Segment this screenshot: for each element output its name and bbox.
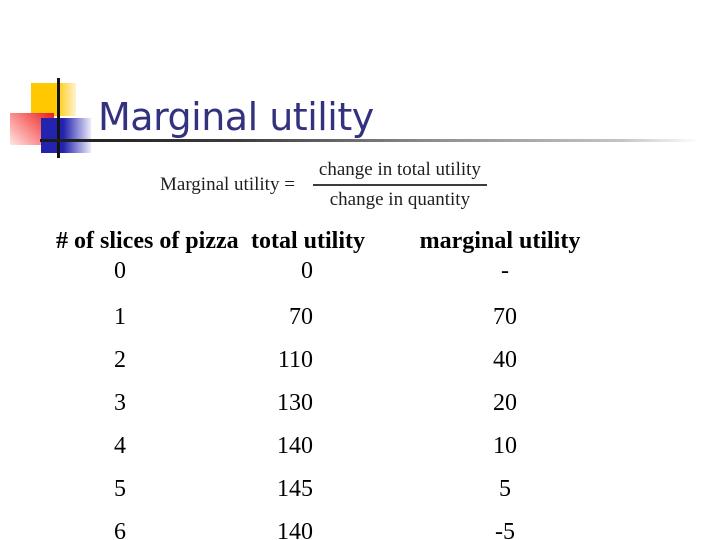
cell-slices: 0 xyxy=(114,258,126,284)
cell-marginal: -5 xyxy=(495,519,515,540)
vertical-accent-line xyxy=(57,78,60,158)
table-row: 3 130 20 xyxy=(0,389,720,417)
cell-marginal: 5 xyxy=(499,476,511,502)
table-row: 1 70 70 xyxy=(0,303,720,331)
fraction-bar xyxy=(312,184,487,186)
cell-marginal: 10 xyxy=(493,433,517,459)
table-row: 0 0 - xyxy=(0,257,720,285)
slide-title: Marginal utility xyxy=(98,95,374,139)
formula-lhs: Marginal utility = xyxy=(160,174,295,195)
marginal-utility-formula: Marginal utility = change in total utili… xyxy=(160,156,487,214)
table-row: 2 110 40 xyxy=(0,346,720,374)
table-row: 4 140 10 xyxy=(0,432,720,460)
cell-total: 140 xyxy=(277,519,313,540)
cell-total: 130 xyxy=(277,390,313,416)
accent-square-yellow xyxy=(31,83,76,116)
cell-total: 110 xyxy=(277,347,313,373)
cell-marginal: 70 xyxy=(493,304,517,330)
table-row: 5 145 5 xyxy=(0,475,720,503)
formula-numerator: change in total utility xyxy=(318,159,481,180)
cell-slices: 1 xyxy=(114,304,126,330)
cell-slices: 3 xyxy=(114,390,126,416)
accent-square-blue xyxy=(41,118,91,153)
cell-slices: 6 xyxy=(114,519,126,540)
formula-fraction: change in total utility change in quanti… xyxy=(312,157,487,213)
formula-denominator: change in quantity xyxy=(329,189,471,210)
header-total: total utility xyxy=(251,228,365,254)
cell-slices: 2 xyxy=(114,347,126,373)
cell-slices: 5 xyxy=(114,476,126,502)
title-underline-rule xyxy=(40,139,700,142)
table-row: 6 140 -5 xyxy=(0,518,720,540)
cell-total: 70 xyxy=(289,304,313,330)
cell-marginal: - xyxy=(501,258,509,284)
header-slices: # of slices of pizza xyxy=(56,228,239,254)
cell-total: 0 xyxy=(301,258,313,284)
cell-marginal: 20 xyxy=(493,390,517,416)
header-marginal: marginal utility xyxy=(419,228,581,254)
cell-total: 145 xyxy=(277,476,313,502)
cell-marginal: 40 xyxy=(493,347,517,373)
cell-total: 140 xyxy=(277,433,313,459)
cell-slices: 4 xyxy=(114,433,126,459)
